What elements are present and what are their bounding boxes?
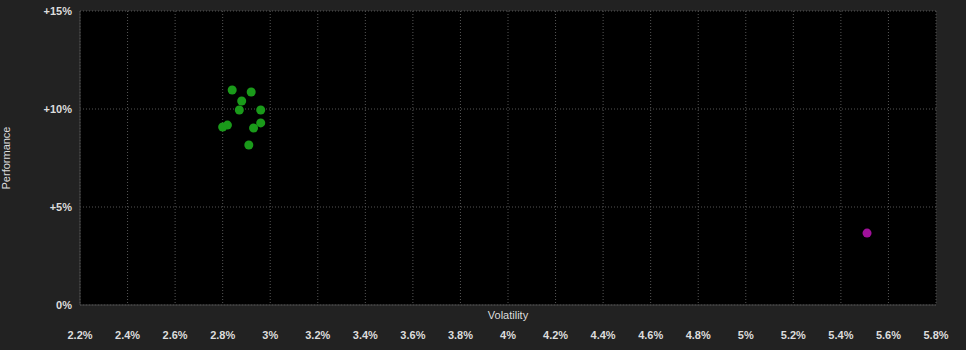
svg-text:3.8%: 3.8%: [448, 329, 473, 341]
svg-text:4%: 4%: [500, 329, 516, 341]
svg-text:3.2%: 3.2%: [305, 329, 330, 341]
svg-text:2.4%: 2.4%: [115, 329, 140, 341]
svg-text:5.8%: 5.8%: [923, 329, 948, 341]
svg-text:5.6%: 5.6%: [876, 329, 901, 341]
svg-text:3%: 3%: [262, 329, 278, 341]
svg-text:3.6%: 3.6%: [400, 329, 425, 341]
svg-text:4.8%: 4.8%: [686, 329, 711, 341]
svg-text:3.4%: 3.4%: [353, 329, 378, 341]
svg-text:5%: 5%: [738, 329, 754, 341]
svg-text:4.4%: 4.4%: [591, 329, 616, 341]
svg-text:2.6%: 2.6%: [163, 329, 188, 341]
svg-text:4.2%: 4.2%: [543, 329, 568, 341]
svg-text:Performance: Performance: [8, 127, 12, 190]
svg-text:+15%: +15%: [44, 5, 73, 17]
svg-text:2.8%: 2.8%: [210, 329, 235, 341]
svg-text:5.4%: 5.4%: [828, 329, 853, 341]
svg-text:Volatility: Volatility: [488, 309, 529, 321]
svg-text:0%: 0%: [56, 299, 72, 311]
svg-text:+5%: +5%: [50, 201, 73, 213]
svg-text:+10%: +10%: [44, 103, 73, 115]
svg-text:4.6%: 4.6%: [638, 329, 663, 341]
svg-text:2.2%: 2.2%: [67, 329, 92, 341]
svg-text:5.2%: 5.2%: [781, 329, 806, 341]
